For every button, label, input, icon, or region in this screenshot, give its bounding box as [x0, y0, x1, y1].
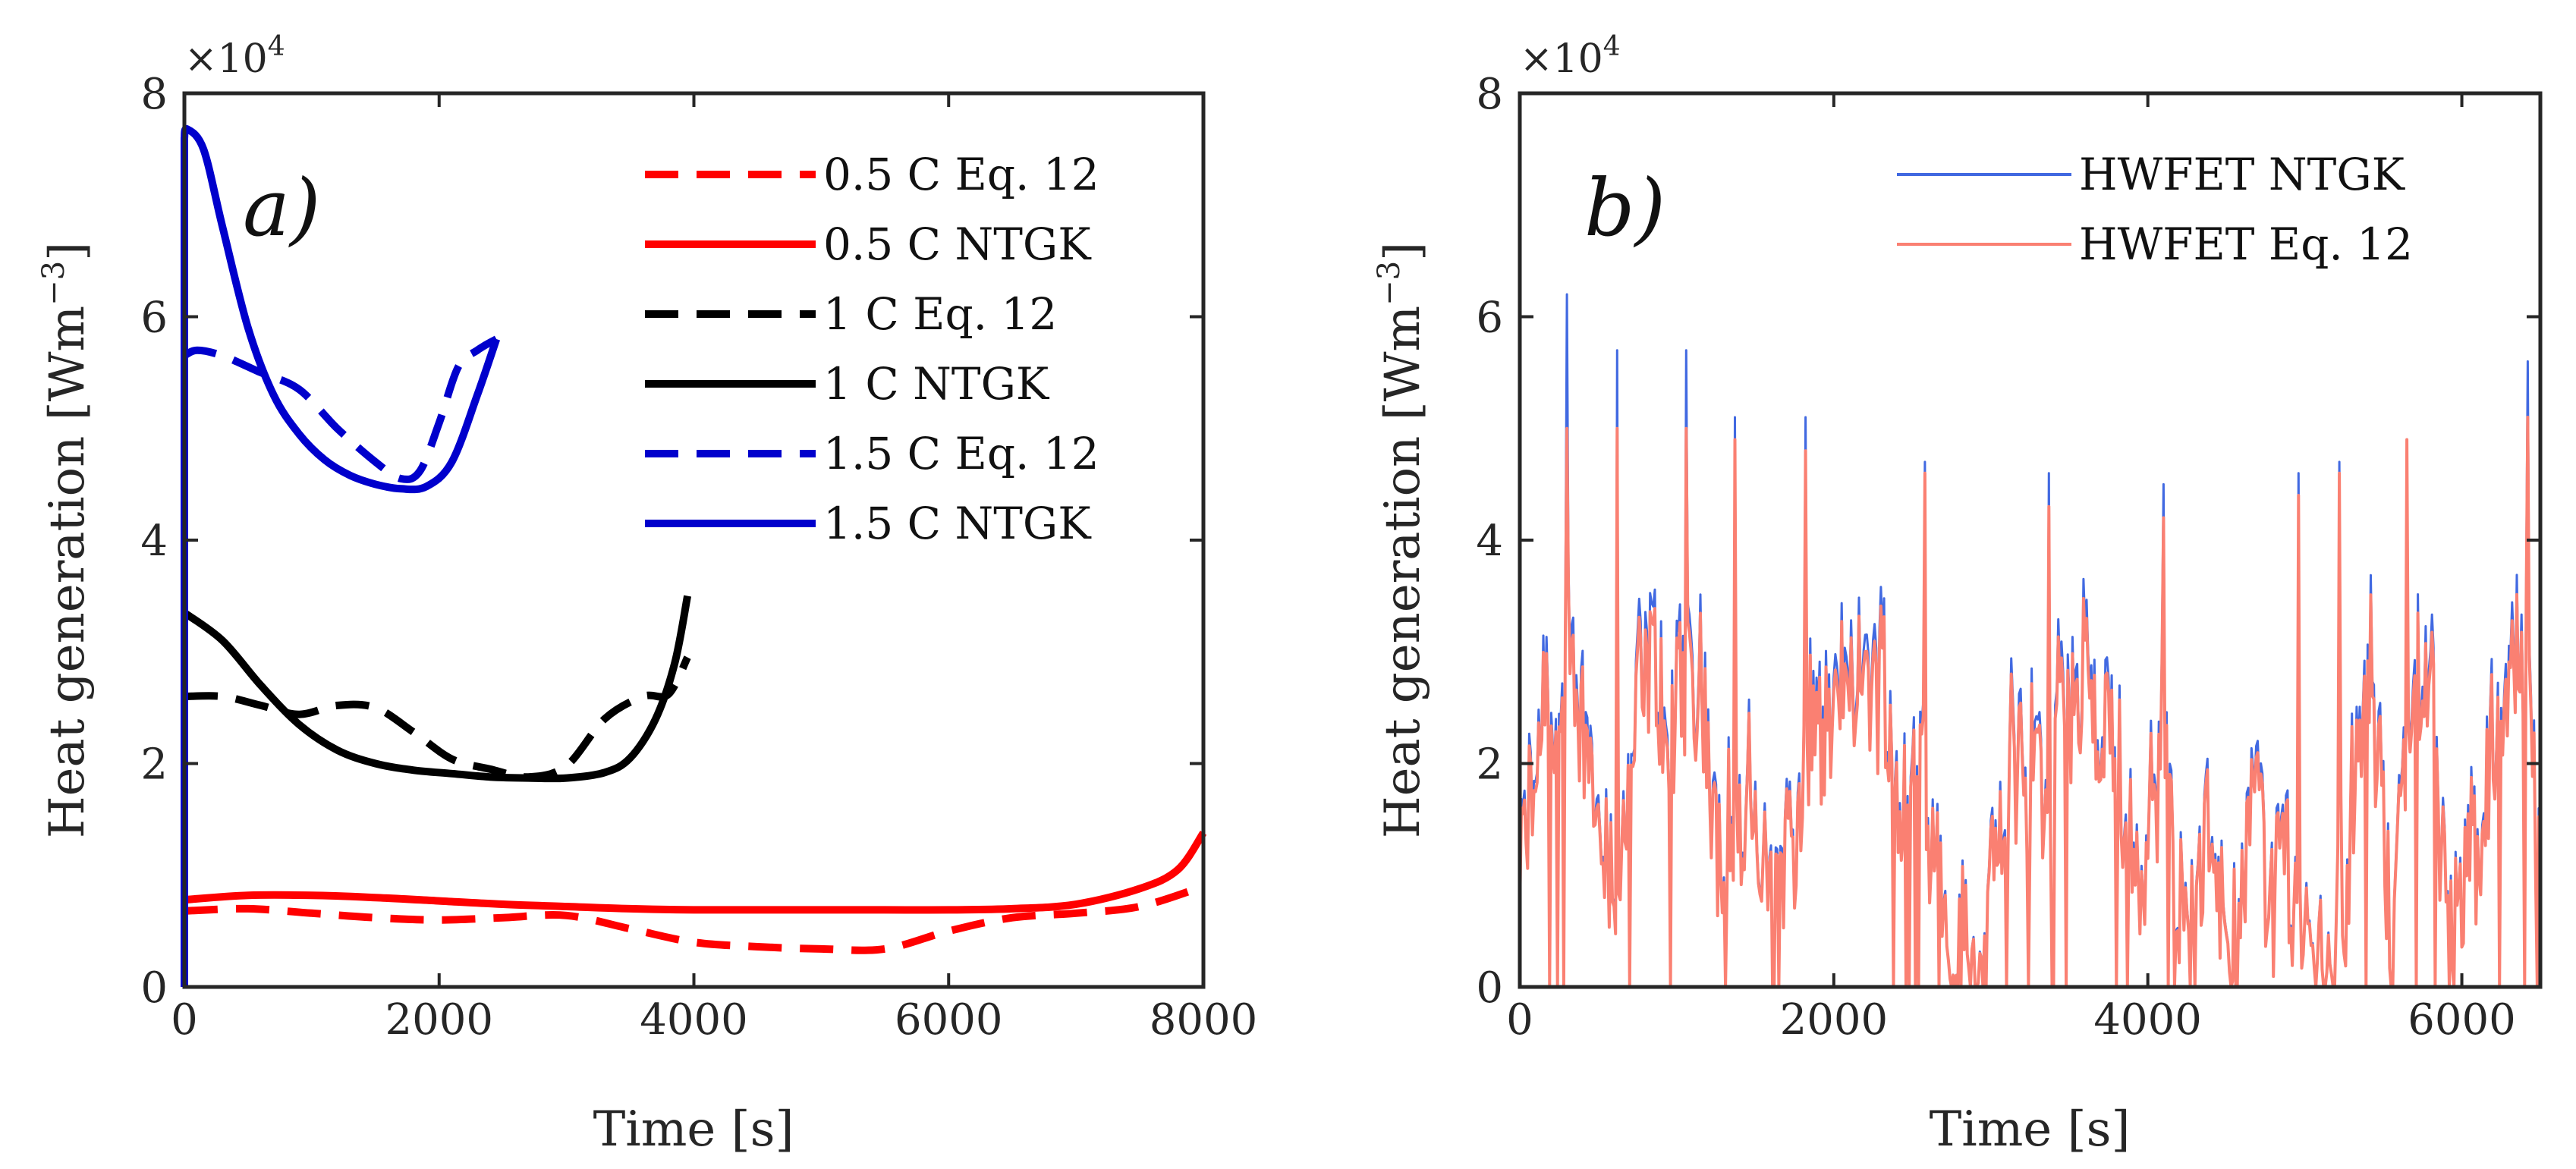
legend-label: 1 C NTGK	[823, 358, 1050, 410]
x-tick-label: 4000	[2093, 995, 2202, 1045]
y-tick-label: 8	[140, 70, 168, 119]
series-line-0-5-c-ntgk	[184, 830, 1207, 914]
legend-entry-1.5c-ntgk: 1.5 C NTGK	[645, 498, 1092, 549]
x-tick-label: 6000	[2408, 995, 2516, 1045]
legend-entry-1.5c-eq12: 1.5 C Eq. 12	[645, 428, 1099, 479]
panel-b-legend: HWFET NTGK HWFET Eq. 12	[1897, 149, 2413, 270]
panel-b-multiplier: ×104	[1520, 31, 1621, 82]
legend-entry-0.5c-eq12: 0.5 C Eq. 12	[645, 149, 1099, 200]
panel-b: 0 2000 4000 6000 0 2 4 6 8 ×104 b) Time [s] Heat…	[1372, 31, 2543, 1158]
legend-label: 1.5 C Eq. 12	[823, 428, 1099, 479]
series-line-1-5-c-eq-12	[182, 335, 499, 483]
series-line-1-5-c-ntgk	[181, 124, 501, 987]
legend-entry-hwfet-ntgk: HWFET NTGK	[1897, 149, 2406, 200]
panel-b-label: b)	[1584, 162, 1665, 254]
series-line-1-c-ntgk	[182, 595, 692, 783]
legend-label: 1.5 C NTGK	[823, 498, 1092, 549]
legend-entry-1c-eq12: 1 C Eq. 12	[645, 288, 1057, 340]
x-tick-label: 0	[1506, 995, 1533, 1045]
legend-label: HWFET NTGK	[2079, 149, 2406, 200]
panel-b-ticks: 0 2000 4000 6000 0 2 4 6 8	[1476, 70, 2540, 1045]
y-tick-label: 8	[1476, 70, 1503, 119]
y-tick-label: 6	[1476, 294, 1503, 343]
legend-entry-1c-ntgk: 1 C NTGK	[645, 358, 1050, 410]
panel-a-x-axis-label: Time [s]	[593, 1101, 794, 1158]
panel-a-label: a)	[243, 162, 321, 254]
y-tick-label: 2	[140, 740, 168, 790]
panel-a-series-layer	[181, 124, 1207, 987]
legend-entry-hwfet-eq12: HWFET Eq. 12	[1897, 218, 2413, 270]
y-tick-label: 0	[1476, 963, 1503, 1013]
panel-b-series-layer	[1518, 293, 2542, 988]
x-tick-label: 6000	[895, 995, 1003, 1045]
legend-label: 0.5 C Eq. 12	[823, 149, 1099, 200]
x-tick-label: 8000	[1150, 995, 1258, 1045]
legend-label: 0.5 C NTGK	[823, 218, 1092, 270]
panel-b-x-axis-label: Time [s]	[1930, 1101, 2131, 1158]
panel-a-legend: 0.5 C Eq. 12 0.5 C NTGK 1 C Eq. 12 1 C N…	[645, 149, 1099, 549]
y-tick-label: 6	[140, 294, 168, 343]
panel-a-y-axis-label: Heat generation [Wm−3]	[36, 242, 96, 838]
series-line-0-5-c-eq-12	[184, 882, 1205, 954]
x-tick-label: 4000	[640, 995, 748, 1045]
panel-b-y-axis-label: Heat generation [Wm−3]	[1372, 242, 1431, 838]
series-line-hwfet-eq12	[1518, 416, 2542, 988]
panel-a-ticks: 0 2000 4000 6000 8000 0 2 4 6 8	[140, 70, 1257, 1045]
x-tick-label: 0	[171, 995, 198, 1045]
y-tick-label: 4	[140, 517, 168, 566]
series-line-1-c-eq-12	[184, 655, 691, 781]
panel-a-multiplier: ×104	[184, 31, 285, 82]
x-tick-label: 2000	[1780, 995, 1889, 1045]
y-tick-label: 4	[1476, 517, 1503, 566]
x-tick-label: 2000	[385, 995, 493, 1045]
legend-entry-0.5c-ntgk: 0.5 C NTGK	[645, 218, 1092, 270]
legend-label: 1 C Eq. 12	[823, 288, 1057, 340]
y-tick-label: 2	[1476, 740, 1503, 790]
legend-label: HWFET Eq. 12	[2079, 218, 2413, 270]
y-tick-label: 0	[140, 963, 168, 1013]
